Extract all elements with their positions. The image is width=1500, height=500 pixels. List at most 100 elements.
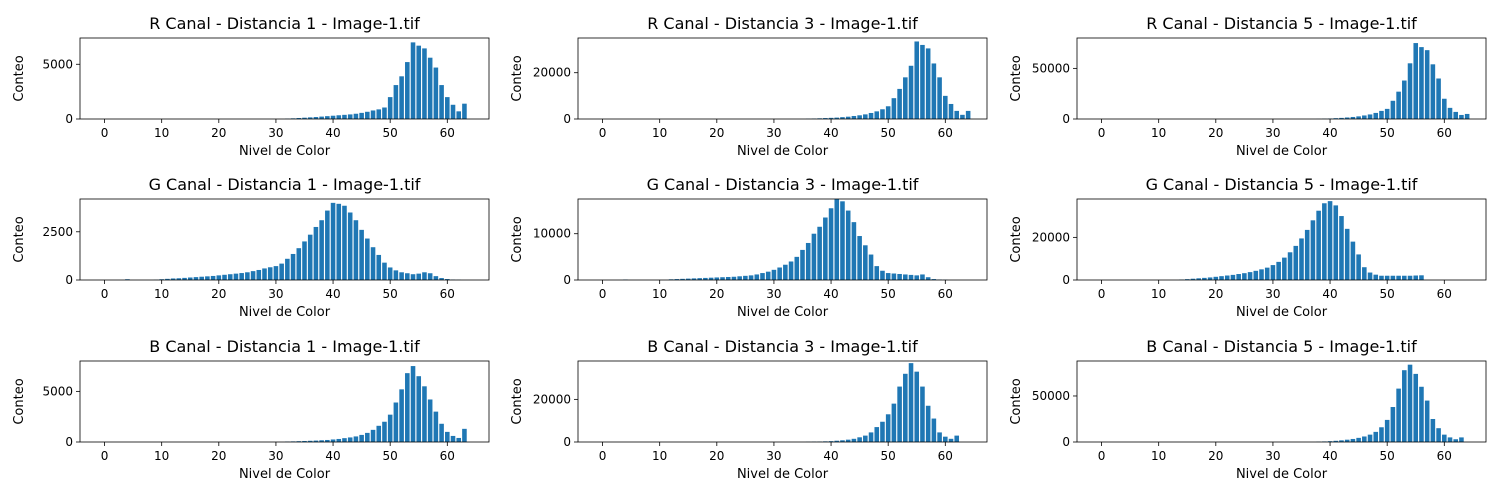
bar-level-52 — [1396, 275, 1401, 280]
bar-level-56 — [1419, 386, 1424, 442]
bar-level-32 — [1282, 257, 1287, 280]
bar-level-42 — [840, 117, 845, 119]
bar-level-45 — [1356, 437, 1361, 442]
bar-level-63 — [1459, 437, 1464, 442]
bar-level-34 — [1293, 245, 1299, 280]
bar-level-54 — [1407, 275, 1413, 280]
bar-level-47 — [370, 110, 376, 119]
x-tick-label: 40 — [325, 287, 340, 301]
bar-level-50 — [885, 106, 891, 119]
bar-level-49 — [382, 107, 387, 119]
x-tick-label: 10 — [1151, 287, 1166, 301]
y-tick-label: 0 — [65, 273, 73, 287]
bar-level-25 — [1242, 273, 1247, 280]
bar-level-37 — [1310, 220, 1316, 280]
bar-level-19 — [708, 277, 714, 280]
bar-level-44 — [851, 222, 857, 280]
bar-level-45 — [1356, 254, 1361, 280]
x-tick-label: 0 — [599, 449, 607, 463]
x-tick-label: 20 — [211, 449, 226, 463]
bar-level-49 — [1379, 110, 1384, 119]
bar-level-60 — [445, 279, 450, 280]
bar-level-45 — [857, 437, 862, 442]
bar-level-48 — [376, 425, 382, 442]
bar-level-40 — [330, 439, 336, 442]
x-tick-label: 20 — [1208, 287, 1223, 301]
bar-level-20 — [714, 277, 720, 280]
x-tick-label: 50 — [383, 126, 398, 140]
bar-level-29 — [1264, 267, 1270, 280]
bar-level-46 — [1362, 436, 1367, 442]
bar-level-40 — [330, 115, 336, 119]
bar-level-24 — [1236, 274, 1241, 280]
x-tick-label: 20 — [211, 287, 226, 301]
bar-level-57 — [427, 273, 433, 280]
bar-level-49 — [880, 270, 885, 280]
x-tick-label: 60 — [1437, 449, 1452, 463]
bar-level-50 — [387, 267, 393, 280]
bar-level-43 — [845, 210, 851, 280]
bar-level-21 — [1219, 276, 1224, 280]
x-tick-label: 10 — [154, 287, 169, 301]
bar-level-57 — [1424, 400, 1430, 442]
bar-level-54 — [1407, 63, 1413, 119]
x-tick-label: 30 — [268, 449, 283, 463]
x-tick-label: 50 — [383, 449, 398, 463]
bar-level-42 — [1339, 216, 1344, 280]
bar-level-26 — [748, 275, 754, 280]
x-tick-label: 30 — [766, 449, 781, 463]
bar-level-22 — [1224, 275, 1230, 280]
bar-level-54 — [908, 65, 914, 119]
bar-level-37 — [313, 440, 319, 442]
bar-level-36 — [1304, 229, 1310, 280]
bar-level-44 — [353, 113, 359, 119]
y-tick-label: 0 — [563, 112, 571, 126]
bar-level-54 — [908, 363, 914, 442]
bar-level-47 — [868, 432, 874, 442]
bar-level-35 — [302, 241, 307, 280]
x-tick-label: 10 — [652, 449, 667, 463]
bar-level-43 — [347, 437, 353, 442]
bar-level-52 — [897, 88, 902, 119]
bar-level-50 — [885, 414, 891, 442]
bar-level-60 — [445, 97, 450, 119]
bar-level-52 — [897, 386, 902, 442]
x-axis-label: Nivel de Color — [1236, 144, 1328, 159]
bar-level-50 — [387, 414, 393, 442]
bar-level-33 — [788, 261, 794, 280]
bar-level-27 — [754, 274, 760, 280]
subplot-5: 0 10 20 30 40 50 60 0 10000 G Canal - Distancia 3… — [510, 175, 988, 320]
bar-level-52 — [399, 272, 404, 280]
bar-level-35 — [302, 440, 307, 442]
bar-level-30 — [1270, 265, 1276, 280]
bar-level-55 — [416, 273, 422, 280]
axes-frame — [1076, 360, 1487, 443]
bar-level-47 — [868, 112, 874, 119]
bar-level-18 — [1202, 277, 1207, 280]
axes-frame — [1076, 198, 1487, 281]
bar-level-59 — [1436, 78, 1441, 119]
bar-level-42 — [840, 440, 845, 442]
bars — [1316, 43, 1470, 120]
bar-level-23 — [731, 276, 737, 280]
bar-level-56 — [920, 44, 925, 119]
subplot-3: 0 10 20 30 40 50 60 0 50000 R Canal - Distancia 5… — [1009, 14, 1487, 159]
x-tick-label: 20 — [1208, 126, 1223, 140]
subplot-title: B Canal - Distancia 5 - Image-1.tif — [1146, 337, 1417, 356]
x-tick-label: 40 — [1322, 449, 1337, 463]
bar-level-27 — [256, 269, 262, 280]
bar-level-61 — [1447, 107, 1453, 119]
subplot-title: B Canal - Distancia 3 - Image-1.tif — [647, 337, 918, 356]
bar-level-50 — [885, 273, 891, 280]
bar-level-59 — [439, 85, 444, 119]
bar-level-22 — [227, 274, 233, 280]
bar-level-42 — [342, 438, 347, 442]
bar-level-30 — [771, 269, 777, 280]
y-tick-label: 20000 — [533, 392, 571, 406]
bar-level-64 — [1464, 113, 1470, 119]
x-tick-label: 30 — [268, 126, 283, 140]
bar-level-58 — [1430, 418, 1436, 442]
bar-level-58 — [433, 67, 439, 119]
bar-level-55 — [914, 41, 920, 119]
subplot-6: 0 10 20 30 40 50 60 0 20000 G Canal - Distancia 5… — [1009, 175, 1487, 320]
